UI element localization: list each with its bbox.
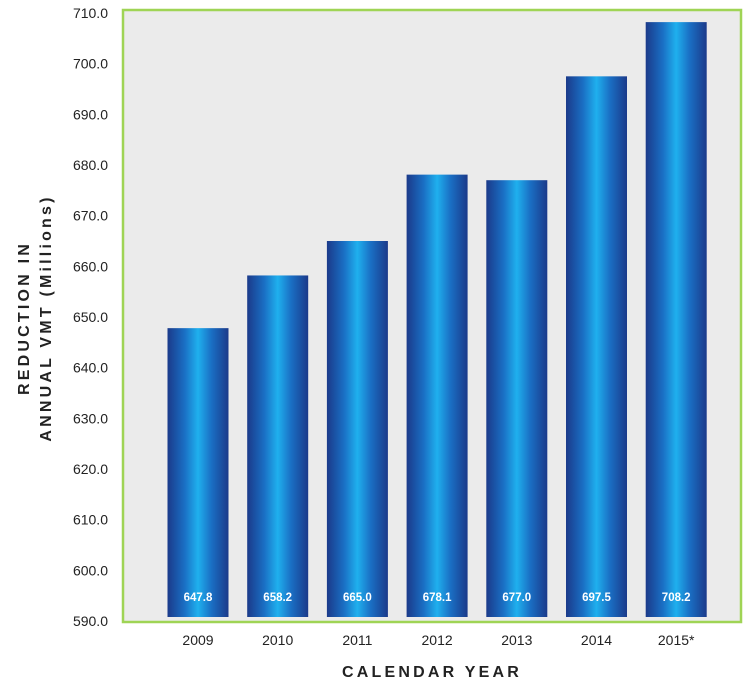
y-tick-label: 700.0 <box>73 56 108 72</box>
y-axis-title-line-1: REDUCTION IN <box>16 241 33 395</box>
y-tick-label: 680.0 <box>73 157 108 173</box>
y-tick-label: 710.0 <box>73 5 108 21</box>
bar-value-label: 647.8 <box>184 592 213 604</box>
bar-value-label: 697.5 <box>582 592 611 604</box>
y-tick-label: 610.0 <box>73 512 108 528</box>
x-tick-label: 2010 <box>262 632 293 648</box>
y-axis-ticks: 590.0 600.0 610.0 620.0 630.0 640.0 650.0 660.0… <box>73 5 108 629</box>
bar <box>247 275 309 617</box>
y-tick-label: 690.0 <box>73 106 108 122</box>
bar-value-label: 678.1 <box>423 592 452 604</box>
y-tick-label: 600.0 <box>73 562 108 578</box>
bar-value-label: 677.0 <box>502 592 531 604</box>
x-tick-label: 2015* <box>658 632 695 648</box>
bar <box>406 174 468 618</box>
x-axis-ticks: 2009 2010 2011 2012 2013 2014 2015* <box>182 632 695 648</box>
bar <box>645 22 707 618</box>
bar <box>566 76 627 618</box>
y-axis-title-line-2: ANNUAL VMT (Millions) <box>38 194 55 441</box>
bar-value-label: 665.0 <box>343 592 372 604</box>
x-tick-label: 2009 <box>182 632 213 648</box>
bar-value-label: 708.2 <box>662 592 691 604</box>
bars: 647.8 658.2 665.0 678.1 677.0 697.5 708.2 <box>167 22 707 618</box>
y-tick-label: 620.0 <box>73 461 108 477</box>
y-tick-label: 660.0 <box>73 258 108 274</box>
y-tick-label: 590.0 <box>73 613 108 629</box>
y-tick-label: 640.0 <box>73 360 108 376</box>
x-axis-title: CALENDAR YEAR <box>342 664 522 681</box>
bar-value-label: 658.2 <box>263 592 292 604</box>
y-tick-label: 670.0 <box>73 208 108 224</box>
bar <box>326 241 388 617</box>
x-tick-label: 2014 <box>581 632 612 648</box>
x-tick-label: 2011 <box>342 632 372 648</box>
bar <box>167 328 229 617</box>
x-tick-label: 2012 <box>422 632 453 648</box>
y-tick-label: 630.0 <box>73 410 108 426</box>
bar <box>486 180 548 617</box>
y-tick-label: 650.0 <box>73 309 108 325</box>
x-tick-label: 2013 <box>501 632 532 648</box>
